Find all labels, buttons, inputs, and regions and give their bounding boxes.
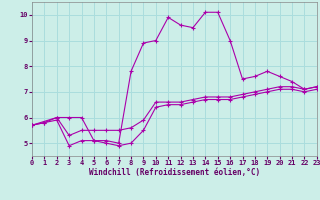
- X-axis label: Windchill (Refroidissement éolien,°C): Windchill (Refroidissement éolien,°C): [89, 168, 260, 177]
